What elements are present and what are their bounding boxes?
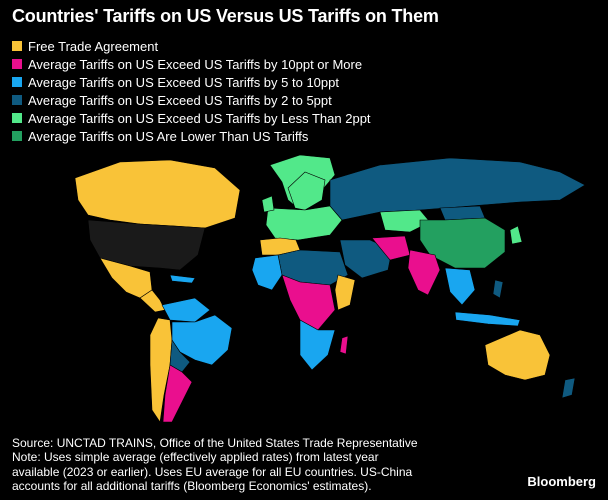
region-russia <box>329 157 586 221</box>
region-korea-japan <box>509 225 523 245</box>
region-caribbean <box>169 274 196 284</box>
region-philippines <box>492 279 504 299</box>
legend-item-lower-than-us: Average Tariffs on US Are Lower Than US … <box>12 127 371 145</box>
legend-swatch <box>12 95 22 105</box>
region-argentina <box>162 364 193 423</box>
note-line: accounts for all additional tariffs (Blo… <box>12 479 372 494</box>
region-southern-africa <box>299 319 336 371</box>
source-line: Source: UNCTAD TRAINS, Office of the Uni… <box>12 436 418 450</box>
region-usa <box>87 219 206 271</box>
legend-swatch <box>12 59 22 69</box>
legend-label: Average Tariffs on US Exceed US Tariffs … <box>28 92 332 108</box>
region-mongolia <box>439 205 486 221</box>
region-scandinavia <box>287 171 326 211</box>
source-notes: Source: UNCTAD TRAINS, Office of the Uni… <box>12 436 492 494</box>
region-middle-east <box>339 239 393 279</box>
region-southeast-asia <box>444 267 476 306</box>
region-china <box>419 217 506 269</box>
region-central-africa <box>281 274 336 331</box>
legend-item-5-to-10ppt: Average Tariffs on US Exceed US Tariffs … <box>12 73 371 91</box>
region-madagascar <box>339 335 349 355</box>
legend-item-less-than-2ppt: Average Tariffs on US Exceed US Tariffs … <box>12 109 371 127</box>
region-new-zealand <box>561 377 576 399</box>
legend-swatch <box>12 131 22 141</box>
chart-title: Countries' Tariffs on US Versus US Tarif… <box>12 6 439 26</box>
region-india <box>407 249 441 296</box>
legend-label: Average Tariffs on US Exceed US Tariffs … <box>28 74 339 90</box>
region-europe-eu <box>265 205 343 241</box>
region-colombia-venezuela <box>161 297 211 323</box>
brand-logo: Bloomberg <box>527 474 596 489</box>
region-west-africa <box>251 254 283 291</box>
legend-item-2-to-5ppt: Average Tariffs on US Exceed US Tariffs … <box>12 91 371 109</box>
legend-item-free-trade: Free Trade Agreement <box>12 37 371 55</box>
region-indonesia <box>454 311 521 327</box>
note-line: Note: Uses simple average (effectively a… <box>12 450 379 465</box>
legend-label: Free Trade Agreement <box>28 38 159 54</box>
note-line: available (2023 or earlier). Uses EU ave… <box>12 464 413 479</box>
legend-label: Average Tariffs on US Exceed US Tariffs … <box>28 110 371 126</box>
legend-label: Average Tariffs on US Are Lower Than US … <box>28 128 309 144</box>
region-canada-alaska <box>74 159 241 229</box>
legend-swatch <box>12 113 22 123</box>
region-australia <box>484 329 551 381</box>
region-east-africa <box>334 274 356 311</box>
legend-swatch <box>12 41 22 51</box>
region-peru-chile <box>149 317 173 423</box>
world-map <box>74 154 586 423</box>
legend-item-10ppt-or-more: Average Tariffs on US Exceed US Tariffs … <box>12 55 371 73</box>
region-bolivia-paraguay <box>169 339 191 373</box>
region-uk-ireland <box>261 195 275 213</box>
legend-swatch <box>12 77 22 87</box>
legend-label: Average Tariffs on US Exceed US Tariffs … <box>28 56 363 72</box>
legend: Free Trade Agreement Average Tariffs on … <box>12 37 371 145</box>
